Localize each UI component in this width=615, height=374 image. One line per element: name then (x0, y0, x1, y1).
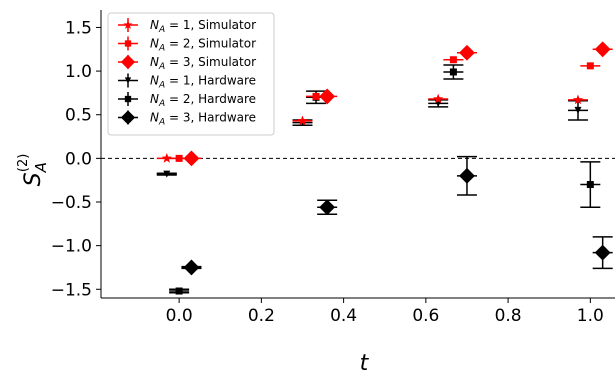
legend-entry: NA = 3, Simulator (118, 54, 256, 72)
marker-star (433, 93, 444, 104)
marker-square (449, 56, 457, 64)
data-point (317, 199, 338, 216)
legend-label: NA = 3, Hardware (150, 111, 256, 128)
y-tick-label: 0.0 (65, 149, 92, 169)
marker-star (572, 94, 584, 105)
marker-diamond (594, 244, 611, 261)
marker-square (586, 62, 594, 70)
data-point (156, 170, 177, 178)
legend-marker (120, 54, 136, 70)
legend-marker (123, 20, 133, 29)
x-tick-label: 0.0 (166, 306, 193, 326)
x-tick-label: 0.2 (248, 306, 275, 326)
legend-marker (124, 77, 132, 84)
legend-entry: NA = 1, Simulator (118, 18, 256, 35)
marker-star (297, 115, 308, 126)
legend-label: NA = 2, Simulator (150, 37, 256, 54)
data-point (428, 93, 449, 104)
legend-frame (107, 12, 275, 136)
marker-tri_down (574, 106, 582, 114)
y-tick-label: 1.5 (65, 18, 92, 38)
marker-diamond (459, 167, 475, 184)
marker-tri_down (163, 170, 171, 178)
y-tick-label: −1.5 (51, 280, 92, 300)
data-point (567, 100, 588, 121)
data-point (567, 94, 588, 105)
marker-square (175, 287, 183, 295)
data-point (592, 41, 613, 58)
y-tick-label: 1.0 (65, 62, 92, 82)
marker-square (175, 154, 183, 162)
x-tick-label: 1.0 (577, 306, 604, 326)
svg-text:SA(2): SA(2) (16, 154, 50, 187)
marker-diamond (594, 41, 611, 58)
series-6 (181, 155, 613, 276)
legend-entry: NA = 2, Simulator (118, 36, 256, 54)
data-point (181, 259, 202, 276)
x-axis-label: t (360, 351, 370, 374)
y-tick-label: −1.0 (51, 237, 92, 257)
y-tick-label: 0.5 (65, 106, 92, 126)
legend-entry: NA = 2, Hardware (118, 92, 256, 109)
data-point (456, 44, 477, 61)
marker-diamond (459, 44, 475, 61)
marker-square (586, 181, 594, 189)
legend-label: NA = 1, Hardware (150, 74, 256, 91)
axes: 0.0 0.2 0.4 0.6 0.8 1.0 −1.5 −1.0 −0.5 0.0 0.5 1.0 1… (51, 10, 615, 326)
x-tick-label: 0.8 (495, 306, 522, 326)
marker-diamond (183, 150, 200, 167)
x-tick-label: 0.6 (412, 306, 439, 326)
data-point (181, 150, 202, 167)
data-point (592, 236, 613, 270)
data-point (443, 56, 464, 64)
y-tick-label: −0.5 (51, 193, 92, 213)
legend-entry: NA = 1, Hardware (118, 73, 256, 91)
legend-label: NA = 1, Simulator (150, 18, 256, 35)
legend-label: NA = 2, Hardware (150, 92, 256, 109)
marker-diamond (319, 199, 336, 216)
data-point (580, 161, 601, 208)
data-point (292, 115, 313, 126)
y-axis-label-sub: A (32, 162, 50, 173)
data-point (456, 155, 477, 196)
y-axis-label-sup: (2) (16, 154, 31, 172)
legend-entry: NA = 3, Hardware (118, 110, 256, 128)
data-point (580, 62, 601, 70)
legend-marker (124, 95, 132, 103)
marker-diamond (183, 259, 200, 276)
legend-label: NA = 3, Simulator (150, 55, 256, 72)
marker-star (161, 152, 172, 163)
data-point (169, 287, 190, 295)
x-tick-label: 0.4 (330, 306, 357, 326)
marker-square (449, 68, 457, 76)
y-axis-label-main: S (21, 172, 46, 186)
legend-marker (120, 110, 136, 125)
marker-square (312, 92, 320, 100)
data-point (317, 88, 338, 105)
marker-diamond (319, 88, 336, 105)
data-point (443, 64, 464, 80)
legend-marker (124, 40, 132, 47)
plot-area (101, 41, 615, 295)
series-3 (181, 41, 613, 167)
y-axis-label: SA(2) (16, 154, 50, 187)
